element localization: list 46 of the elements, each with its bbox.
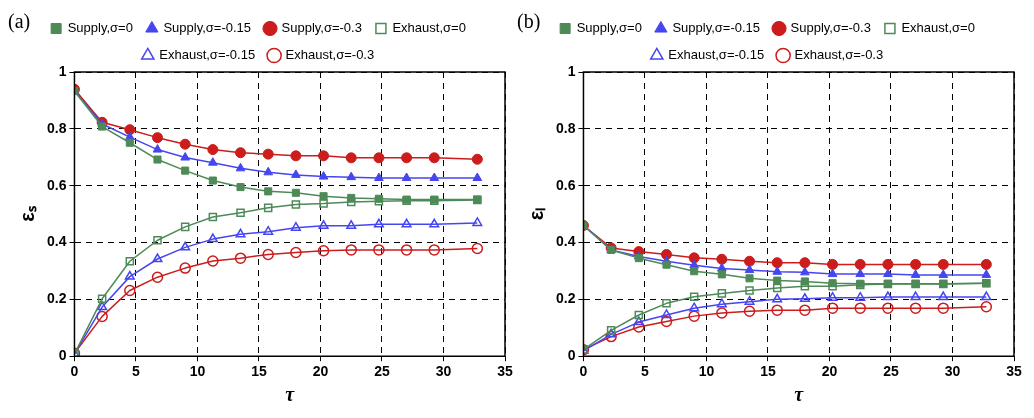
- legend-label: Exhaust,σ=-0.15: [159, 47, 256, 63]
- y-tick-label: 0.6: [46, 176, 67, 193]
- x-axis-title: τ: [794, 383, 805, 406]
- y-tick-label: 0: [567, 347, 576, 364]
- y-axis-title: εₛ: [15, 205, 38, 222]
- y-tick-label: 0: [58, 347, 67, 364]
- legend-label: Supply,σ=0: [67, 20, 133, 36]
- legend-label: Supply,σ=-0.15: [163, 20, 252, 36]
- x-tick-label: 0: [70, 363, 79, 380]
- y-tick-label: 0.4: [46, 233, 67, 250]
- x-tick-label: 35: [497, 363, 513, 380]
- x-axis-title: τ: [285, 383, 296, 406]
- x-tick-label: 35: [1006, 363, 1022, 380]
- x-tick-label: 25: [374, 363, 390, 380]
- x-tick-label: 0: [579, 363, 588, 380]
- y-tick-label: 1: [58, 62, 67, 79]
- legend-label: Exhaust,σ=0: [392, 20, 466, 36]
- x-tick-label: 15: [251, 363, 267, 380]
- legend-label: Exhaust,σ=0: [901, 20, 975, 36]
- chart-title: (a): [8, 10, 31, 33]
- legend-label: Supply,σ=-0.15: [672, 20, 761, 36]
- y-tick-label: 0.2: [555, 290, 576, 307]
- y-tick-label: 1: [567, 62, 576, 79]
- legend-label: Supply,σ=-0.3: [281, 20, 362, 36]
- x-tick-label: 15: [760, 363, 776, 380]
- x-tick-label: 30: [944, 363, 961, 380]
- x-tick-label: 10: [698, 363, 715, 380]
- x-tick-label: 20: [821, 363, 838, 380]
- y-axis-title: εₗ: [524, 207, 547, 221]
- x-tick-label: 20: [312, 363, 329, 380]
- legend-label: Exhaust,σ=-0.3: [794, 47, 884, 63]
- x-tick-label: 5: [641, 363, 650, 380]
- legend-label: Exhaust,σ=-0.15: [668, 47, 765, 63]
- legend-label: Supply,σ=-0.3: [790, 20, 871, 36]
- y-tick-label: 0.2: [46, 290, 67, 307]
- y-tick-label: 0.4: [555, 233, 576, 250]
- y-tick-label: 0.6: [555, 176, 576, 193]
- chart-title: (b): [517, 10, 541, 33]
- x-tick-label: 10: [189, 363, 206, 380]
- legend-label: Supply,σ=0: [576, 20, 642, 36]
- x-tick-label: 30: [435, 363, 452, 380]
- y-tick-label: 0.8: [46, 119, 67, 136]
- x-tick-label: 25: [883, 363, 899, 380]
- y-tick-label: 0.8: [555, 119, 576, 136]
- legend-label: Exhaust,σ=-0.3: [285, 47, 375, 63]
- x-tick-label: 5: [132, 363, 141, 380]
